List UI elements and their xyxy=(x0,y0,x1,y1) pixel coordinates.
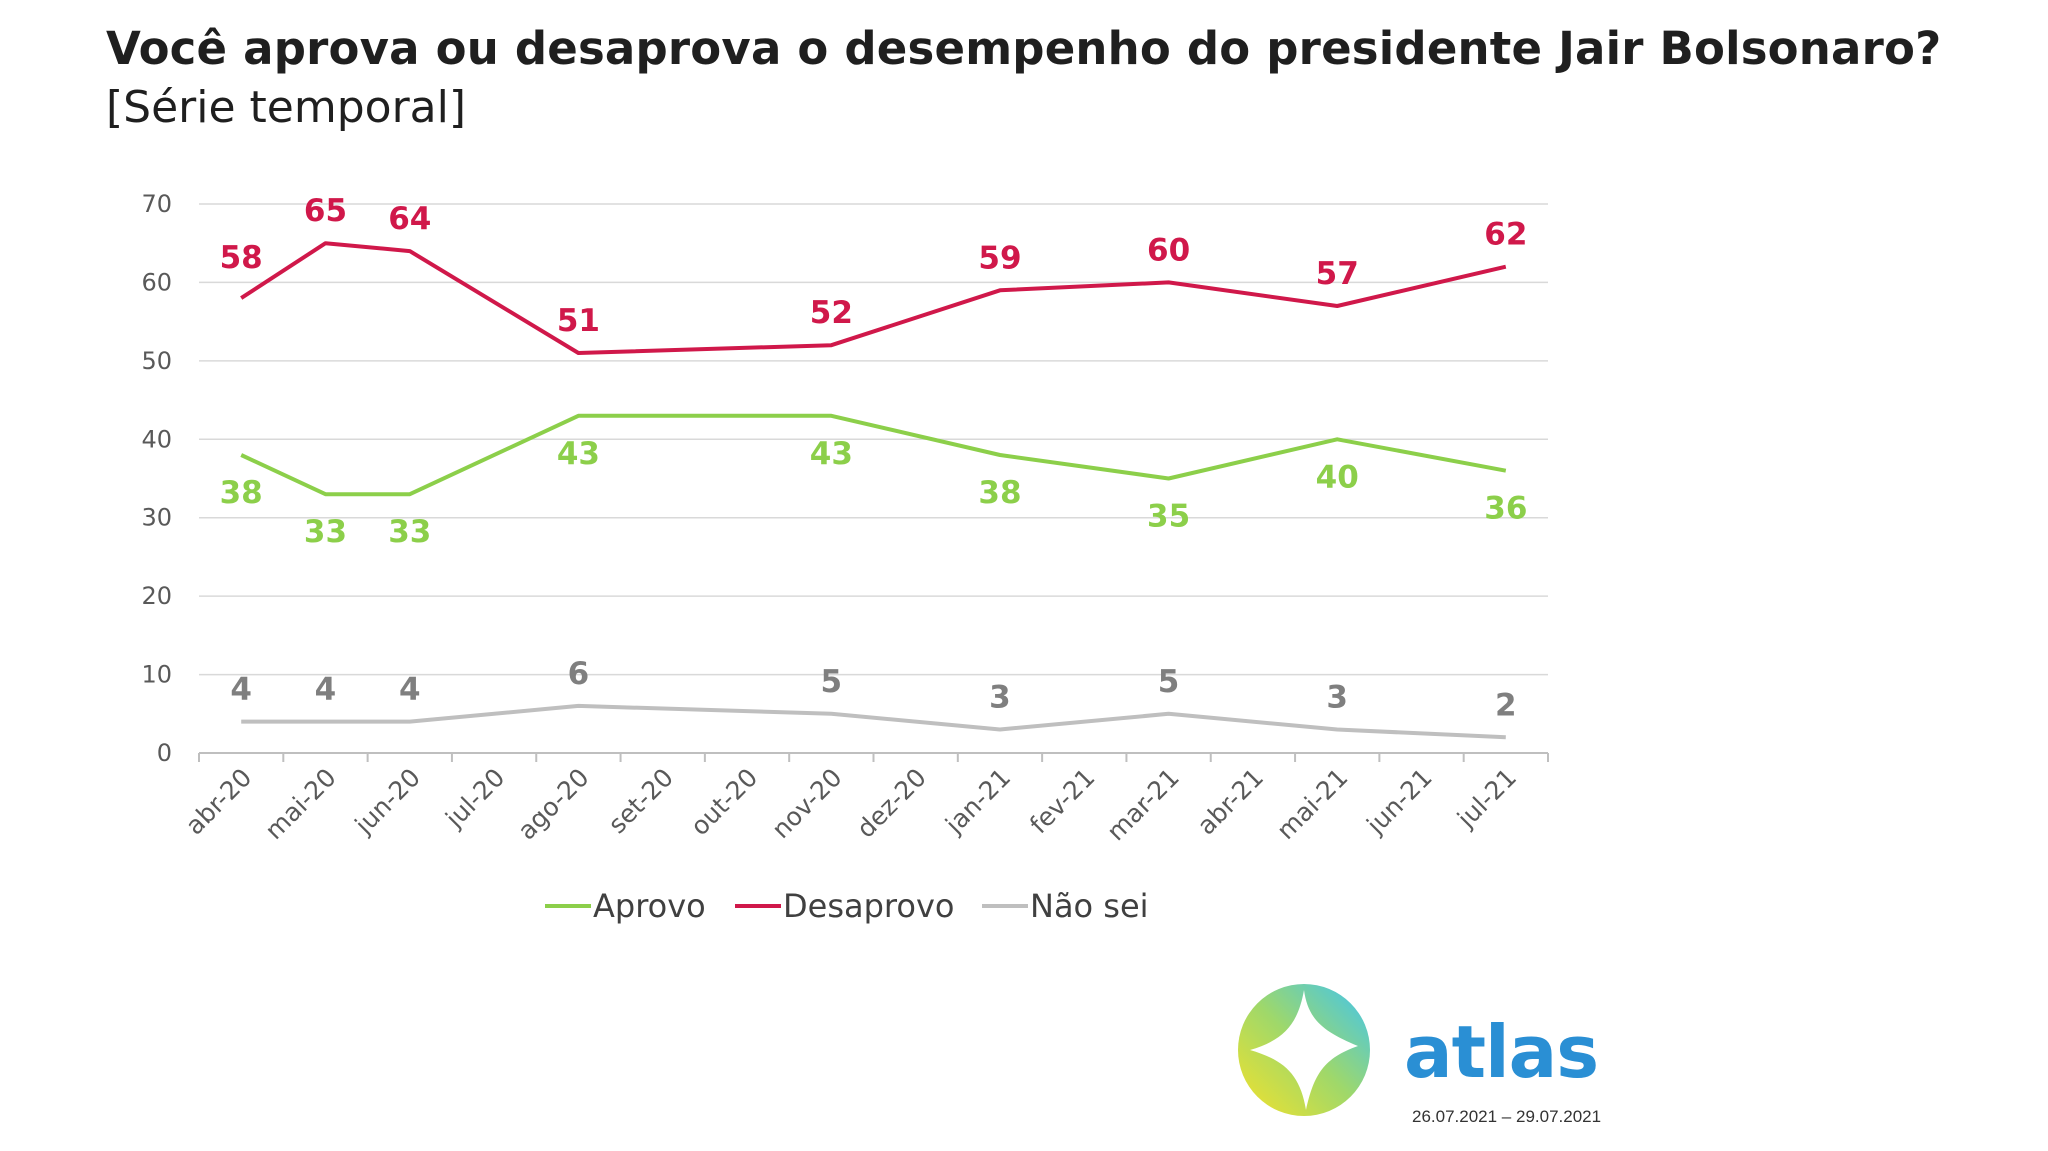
data-label: 33 xyxy=(388,514,431,550)
data-label: 59 xyxy=(978,240,1021,276)
data-label: 62 xyxy=(1484,217,1527,253)
x-tick-label: jun-21 xyxy=(1360,763,1437,840)
x-tick-label: mai-20 xyxy=(259,763,341,845)
legend-label: Não sei xyxy=(1030,887,1149,925)
x-tick-label: nov-20 xyxy=(766,763,847,844)
x-tick-label: abr-21 xyxy=(1192,763,1270,841)
x-tick-label: mar-21 xyxy=(1101,763,1185,847)
y-tick-label: 70 xyxy=(141,190,172,218)
x-tick-label: fev-21 xyxy=(1024,763,1100,839)
data-label: 38 xyxy=(978,475,1021,511)
data-label: 65 xyxy=(304,193,347,229)
data-label: 3 xyxy=(1326,679,1348,715)
y-tick-label: 50 xyxy=(141,347,172,375)
y-tick-label: 0 xyxy=(157,739,172,767)
legend-label: Desaprovo xyxy=(783,887,954,925)
data-label: 35 xyxy=(1147,499,1190,535)
series-line-0 xyxy=(240,413,1507,497)
data-label: 5 xyxy=(821,664,843,700)
atlas-logo-icon xyxy=(1238,984,1370,1116)
data-label: 4 xyxy=(230,672,252,708)
data-label: 4 xyxy=(399,672,421,708)
x-tick-label: ago-20 xyxy=(512,763,595,846)
data-label: 3 xyxy=(989,679,1011,715)
data-label: 60 xyxy=(1147,232,1190,268)
x-tick-label: jun-20 xyxy=(349,763,426,840)
y-tick-label: 10 xyxy=(141,661,172,689)
x-tick-label: out-20 xyxy=(685,763,763,841)
data-label: 38 xyxy=(220,475,263,511)
data-label: 4 xyxy=(315,672,337,708)
y-tick-label: 60 xyxy=(141,268,172,296)
data-label: 51 xyxy=(557,303,600,339)
x-tick-label: dez-20 xyxy=(851,763,932,844)
x-tick-label: jul-20 xyxy=(439,763,510,834)
y-tick-label: 40 xyxy=(141,425,172,453)
series-line-1 xyxy=(240,241,1507,355)
data-label: 58 xyxy=(220,240,263,276)
x-tick-label: mai-21 xyxy=(1271,763,1353,845)
data-label: 36 xyxy=(1484,491,1527,527)
data-label: 52 xyxy=(810,295,853,331)
x-tick-label: jan-21 xyxy=(939,763,1016,840)
x-tick-label: set-20 xyxy=(603,763,679,839)
legend-label: Aprovo xyxy=(593,887,706,925)
data-label: 6 xyxy=(568,656,590,692)
page-title: Você aprova ou desaprova o desempenho do… xyxy=(106,22,1942,75)
data-label: 43 xyxy=(810,436,853,472)
brand-name: atlas xyxy=(1404,1010,1599,1094)
data-label: 40 xyxy=(1316,459,1359,495)
survey-dates: 26.07.2021 – 29.07.2021 xyxy=(1412,1107,1602,1126)
data-label: 43 xyxy=(557,436,600,472)
data-label: 33 xyxy=(304,514,347,550)
data-label: 2 xyxy=(1495,687,1517,723)
series-line-2 xyxy=(241,703,1506,740)
y-tick-label: 30 xyxy=(141,504,172,532)
x-tick-label: jul-21 xyxy=(1451,763,1522,834)
data-label: 57 xyxy=(1316,256,1359,292)
page-subtitle: [Série temporal] xyxy=(106,82,467,133)
x-tick-label: abr-20 xyxy=(180,763,258,841)
data-label: 64 xyxy=(388,201,431,237)
data-label: 5 xyxy=(1158,664,1180,700)
y-tick-label: 20 xyxy=(141,582,172,610)
